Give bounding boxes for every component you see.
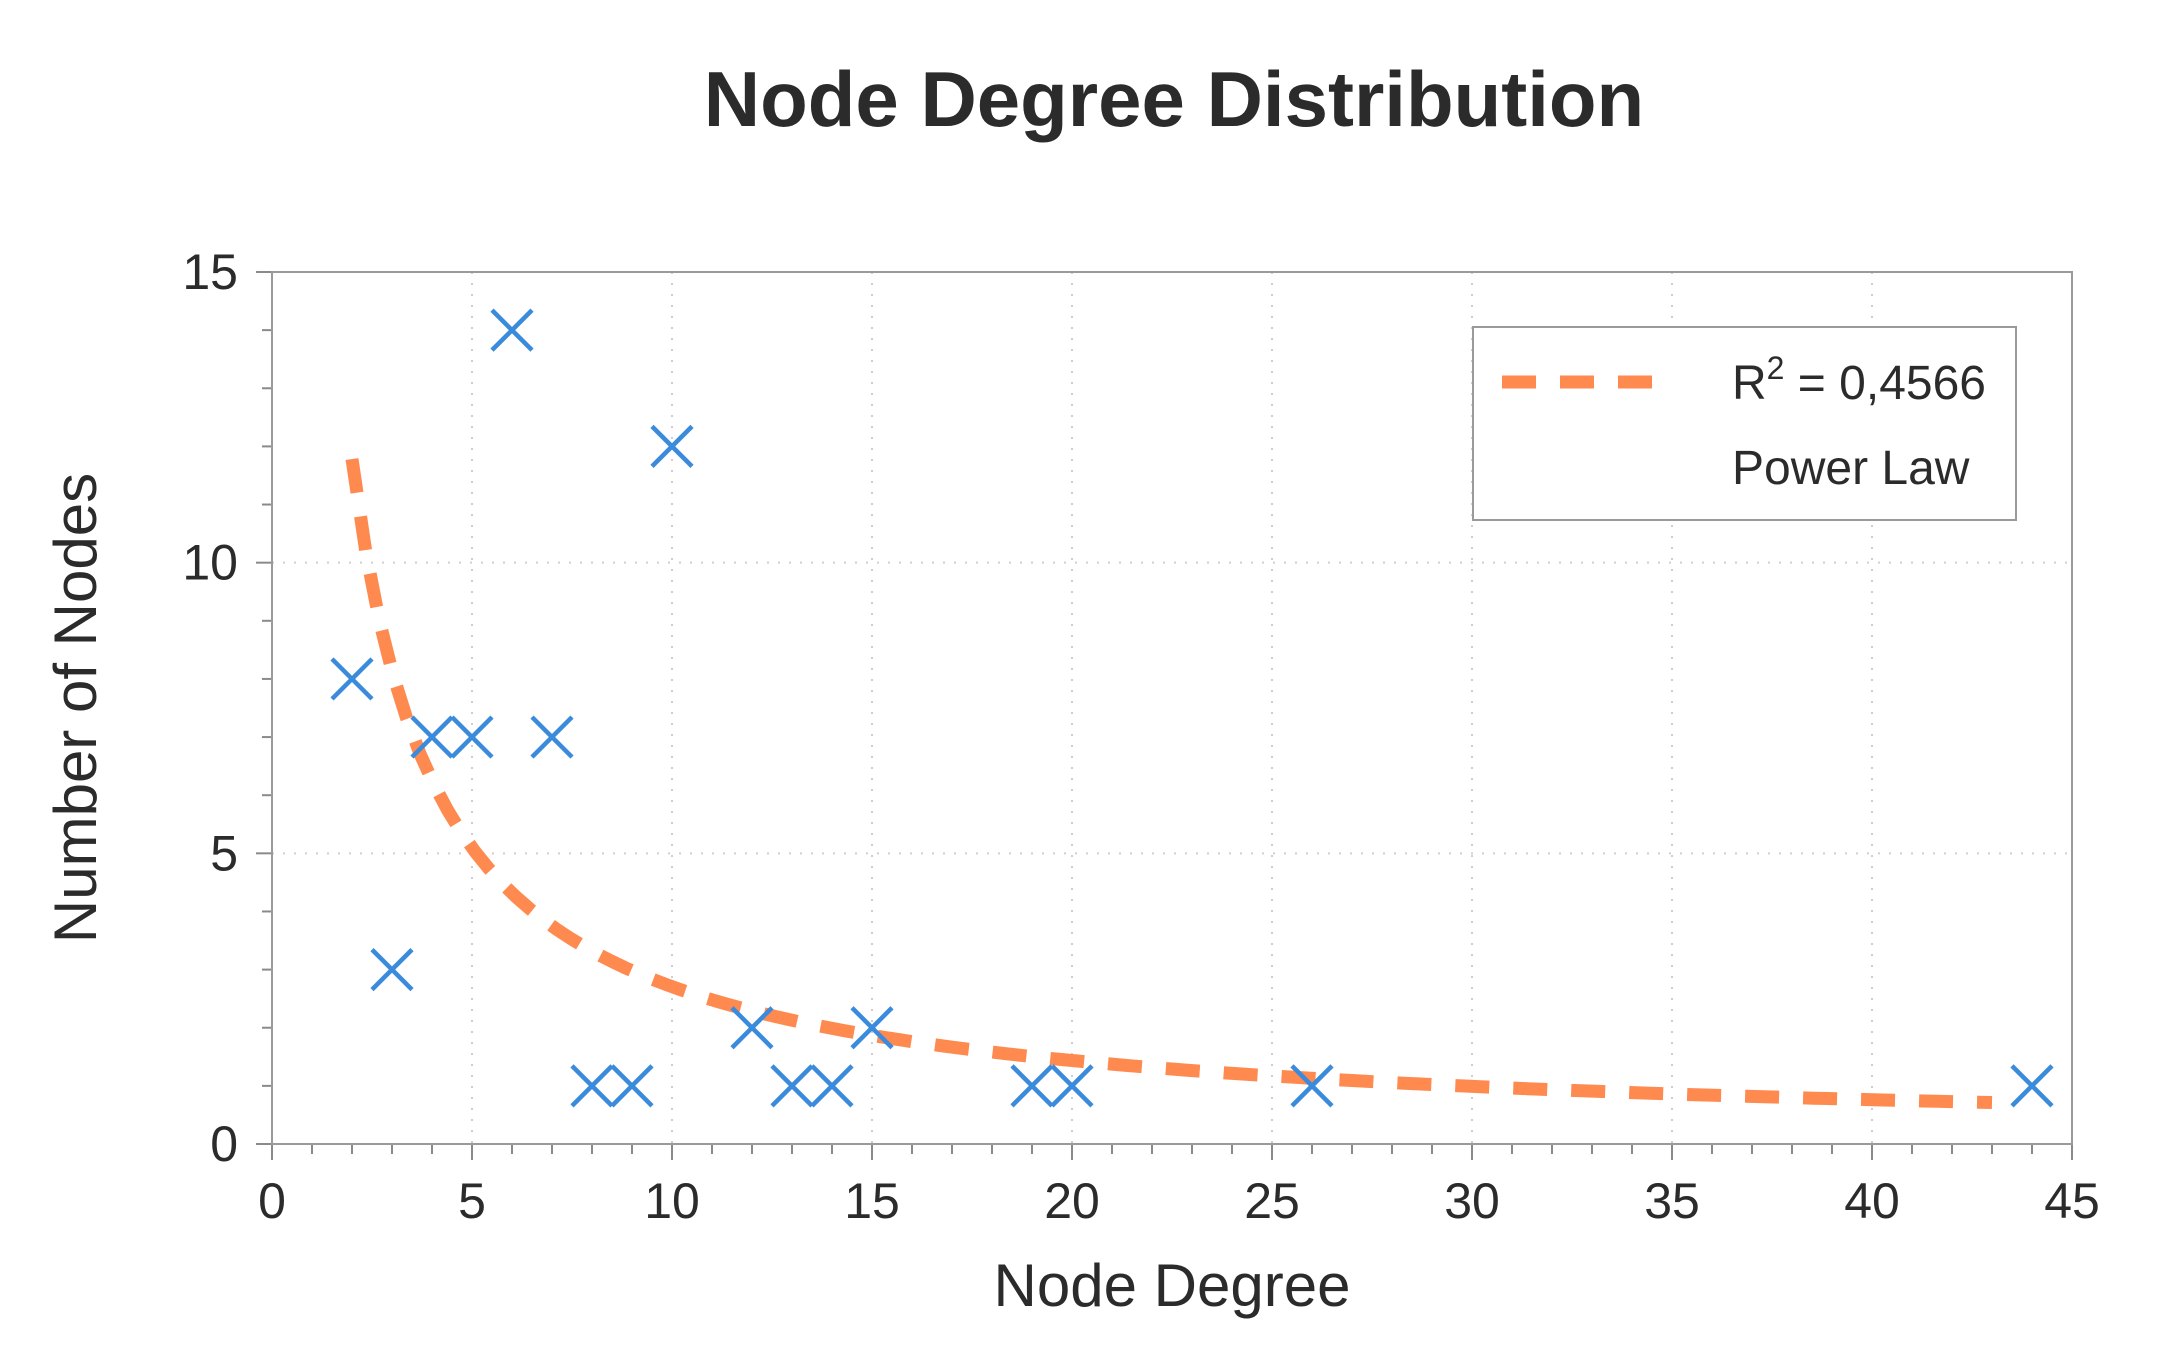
data-point-9	[730, 1006, 774, 1050]
x-tick-label-25: 25	[1244, 1173, 1300, 1229]
data-point-6	[570, 1064, 614, 1108]
y-tick-label-10: 10	[182, 535, 238, 591]
data-point-15	[1290, 1064, 1334, 1108]
power-law-fit	[345, 458, 1993, 1109]
y-tick-label-5: 5	[210, 825, 238, 881]
data-point-16	[2010, 1064, 2054, 1108]
legend-r2-label: R2 = 0,4566	[1732, 350, 1986, 410]
legend-box	[1472, 326, 2017, 521]
legend-r2-prefix: R	[1732, 357, 1767, 410]
x-tick-label-30: 30	[1444, 1173, 1500, 1229]
chart-title: Node Degree Distribution	[704, 55, 1644, 143]
y-tick-label-0: 0	[210, 1116, 238, 1172]
x-tick-label-10: 10	[644, 1173, 700, 1229]
x-tick-label-45: 45	[2044, 1173, 2100, 1229]
legend-r2-value: = 0,4566	[1784, 357, 1986, 410]
x-axis-label: Node Degree	[994, 1252, 1351, 1319]
data-point-14	[1050, 1064, 1094, 1108]
data-points	[330, 308, 2054, 1108]
legend-fit-name: Power Law	[1732, 442, 1970, 495]
legend-r2-superscript: 2	[1767, 350, 1785, 386]
data-point-0	[330, 657, 374, 701]
data-point-12	[850, 1006, 894, 1050]
x-tick-label-5: 5	[458, 1173, 486, 1229]
grid-lines	[272, 272, 2072, 1144]
axis-ticks	[256, 271, 2073, 1160]
x-tick-label-35: 35	[1644, 1173, 1700, 1229]
data-point-3	[450, 715, 494, 759]
x-tick-labels: 0 5 10 15 20 25 30 35 40 45	[258, 1173, 2100, 1229]
y-tick-labels: 0 5 10 15	[182, 244, 238, 1172]
power-law-fit-line	[345, 458, 1993, 1109]
data-point-13	[1010, 1064, 1054, 1108]
x-tick-label-0: 0	[258, 1173, 286, 1229]
x-tick-label-20: 20	[1044, 1173, 1100, 1229]
legend: R2 = 0,4566 Power Law	[1472, 326, 2017, 521]
data-point-8	[650, 424, 694, 468]
data-point-11	[810, 1064, 854, 1108]
plot-area-border	[271, 271, 2073, 1145]
y-tick-label-15: 15	[182, 244, 238, 300]
data-point-5	[530, 715, 574, 759]
x-tick-label-40: 40	[1844, 1173, 1900, 1229]
data-point-4	[490, 308, 534, 352]
data-point-1	[370, 948, 414, 992]
y-axis-label: Number of Nodes	[42, 473, 109, 943]
data-point-10	[770, 1064, 814, 1108]
data-point-7	[610, 1064, 654, 1108]
x-tick-label-15: 15	[844, 1173, 900, 1229]
data-point-2	[410, 715, 454, 759]
